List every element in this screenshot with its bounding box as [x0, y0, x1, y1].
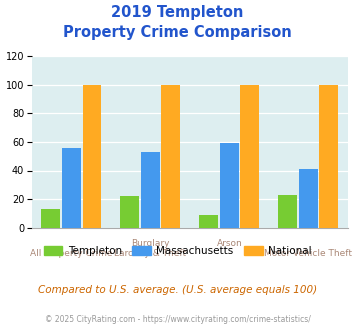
Text: Larceny & Theft: Larceny & Theft	[114, 249, 186, 258]
Text: © 2025 CityRating.com - https://www.cityrating.com/crime-statistics/: © 2025 CityRating.com - https://www.city…	[45, 315, 310, 324]
Text: All Property Crime: All Property Crime	[30, 249, 113, 258]
Bar	[82, 85, 102, 228]
Text: Burglary: Burglary	[131, 239, 170, 248]
Bar	[120, 196, 140, 228]
Bar	[200, 215, 218, 228]
Legend: Templeton, Massachusetts, National: Templeton, Massachusetts, National	[39, 242, 316, 260]
Text: Compared to U.S. average. (U.S. average equals 100): Compared to U.S. average. (U.S. average …	[38, 285, 317, 295]
Bar	[162, 85, 180, 228]
Bar	[240, 85, 260, 228]
Text: 2019 Templeton: 2019 Templeton	[111, 5, 244, 20]
Text: Motor Vehicle Theft: Motor Vehicle Theft	[264, 249, 353, 258]
Bar	[141, 152, 160, 228]
Bar	[220, 143, 239, 228]
Text: Property Crime Comparison: Property Crime Comparison	[63, 25, 292, 40]
Bar	[42, 209, 60, 228]
Bar	[278, 195, 297, 228]
Bar	[299, 169, 318, 228]
Text: Arson: Arson	[217, 239, 242, 248]
Bar	[62, 148, 81, 228]
Bar	[320, 85, 338, 228]
